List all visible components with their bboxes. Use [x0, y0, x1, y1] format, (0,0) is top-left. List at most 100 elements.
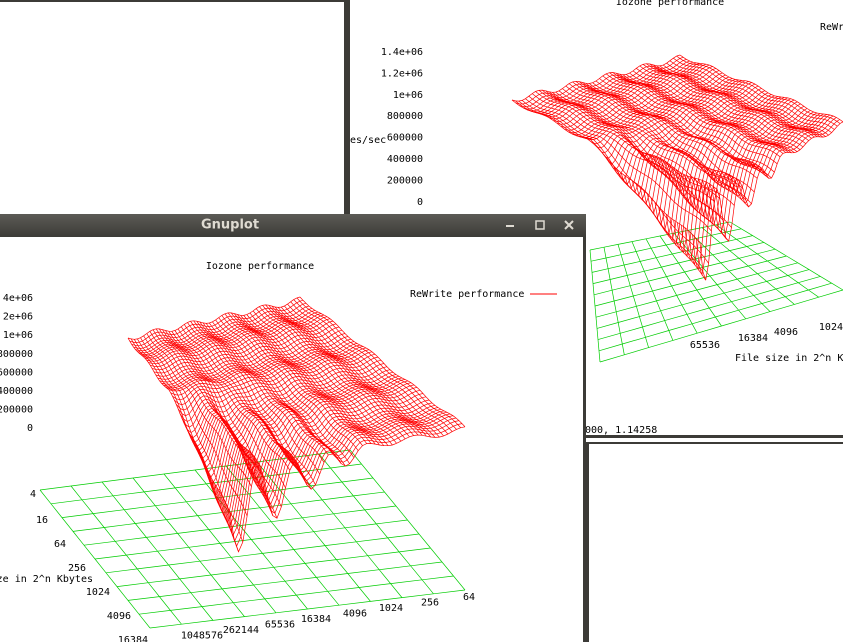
mesh-line	[613, 92, 769, 176]
mesh-line	[265, 304, 419, 436]
mesh-line	[659, 65, 827, 137]
mesh-line	[599, 78, 775, 173]
x-tick-label: 16384	[738, 333, 768, 344]
window-title: Gnuplot	[201, 218, 259, 233]
mesh-line	[181, 366, 388, 428]
mesh-line	[171, 331, 291, 471]
mesh-line	[729, 221, 843, 291]
mesh-line	[138, 575, 454, 615]
mesh-line	[673, 57, 838, 127]
mesh-line	[673, 232, 747, 320]
mesh-line	[676, 55, 841, 124]
mesh-line	[230, 312, 372, 444]
mesh-line	[701, 227, 795, 305]
mesh-line	[207, 399, 430, 496]
minimize-button[interactable]	[506, 225, 514, 227]
y-tick-label: 4096	[107, 611, 131, 622]
plot-title: Iozone performance	[616, 0, 724, 8]
mesh-line	[225, 420, 460, 542]
mesh-line	[143, 335, 252, 487]
y-tick-label: 1024	[86, 587, 110, 598]
x-tick-label: 256	[421, 598, 439, 609]
y-tick-label: 0	[27, 423, 33, 434]
x-tick-label: 16384	[301, 614, 331, 625]
mesh-line	[662, 64, 829, 136]
mesh-line	[221, 315, 359, 451]
mesh-line	[284, 305, 444, 437]
y-tick-label: 400000	[387, 154, 423, 165]
title-bar	[0, 214, 586, 237]
x-tick-label: 4096	[343, 609, 367, 620]
mesh-line	[602, 75, 778, 165]
mesh-line	[190, 320, 316, 485]
axis-label: ize in 2^n Kbytes	[0, 574, 93, 585]
mesh-line	[625, 74, 798, 152]
mesh-line	[205, 396, 427, 491]
mesh-line	[225, 465, 340, 606]
mesh-line	[669, 60, 835, 130]
maximize-button[interactable]	[535, 220, 545, 230]
border	[0, 0, 346, 2]
mesh-line	[227, 312, 367, 444]
y-tick-label: 64	[54, 539, 66, 550]
y-axis-label: es/sec	[350, 135, 386, 146]
mesh-line	[146, 333, 256, 468]
mesh-line	[168, 331, 286, 489]
mesh-line	[647, 101, 798, 215]
y-tick-label: 0	[417, 197, 423, 208]
mesh-line	[656, 65, 824, 138]
y-tick-label: 600000	[0, 367, 33, 378]
border	[347, 435, 843, 438]
y-tick-label: 2e+06	[3, 312, 33, 323]
x-tick-label: 1024	[379, 603, 403, 614]
mesh-line	[174, 330, 295, 462]
mesh-line	[193, 320, 321, 475]
mesh-line	[622, 74, 795, 153]
mesh-line	[212, 407, 439, 511]
mesh-line	[296, 297, 461, 428]
x-tick-label: 64	[463, 592, 475, 603]
mesh-line	[596, 269, 810, 329]
mesh-line	[599, 289, 843, 363]
close-button[interactable]	[564, 220, 574, 230]
y-tick-label: 200000	[0, 405, 33, 416]
mesh-line	[695, 119, 840, 276]
mesh-line	[299, 296, 466, 428]
y-tick-label: 16384	[118, 635, 148, 642]
mesh-line	[116, 547, 431, 587]
mesh-line	[137, 338, 244, 543]
y-tick-label: 600000	[387, 133, 423, 144]
mesh-line	[259, 306, 410, 438]
mesh-line	[215, 319, 350, 464]
y-tick-label: 1e+06	[3, 330, 33, 341]
mesh-line	[224, 417, 457, 537]
mesh-line	[256, 461, 371, 602]
x-axis-label: File size in 2^n K	[735, 353, 843, 364]
legend-label: ReWri	[820, 22, 843, 33]
mesh-line	[629, 72, 801, 150]
mesh-line	[650, 103, 801, 220]
mesh-line	[214, 408, 442, 516]
mesh-line	[196, 320, 325, 463]
mesh-line	[595, 262, 798, 318]
mesh-line	[220, 413, 451, 528]
mesh-line	[127, 296, 301, 340]
mesh-line	[658, 108, 808, 232]
mesh-line	[679, 54, 843, 123]
mesh-line	[216, 410, 445, 520]
legend-label: ReWrite performance	[410, 289, 524, 300]
mesh-line	[105, 533, 420, 574]
y-tick-label: 800000	[387, 111, 423, 122]
mesh-line	[287, 303, 449, 435]
plot-title: Iozone performance	[206, 261, 314, 272]
mesh-line	[280, 306, 440, 438]
mesh-line	[218, 411, 448, 524]
x-tick-label: 65536	[690, 340, 720, 351]
window-bottomright	[588, 442, 843, 642]
border	[586, 442, 589, 642]
mesh-line	[224, 313, 363, 446]
mesh-line	[598, 282, 832, 352]
mesh-line	[699, 121, 843, 281]
mesh-line	[243, 315, 389, 446]
mesh-line	[597, 276, 821, 340]
